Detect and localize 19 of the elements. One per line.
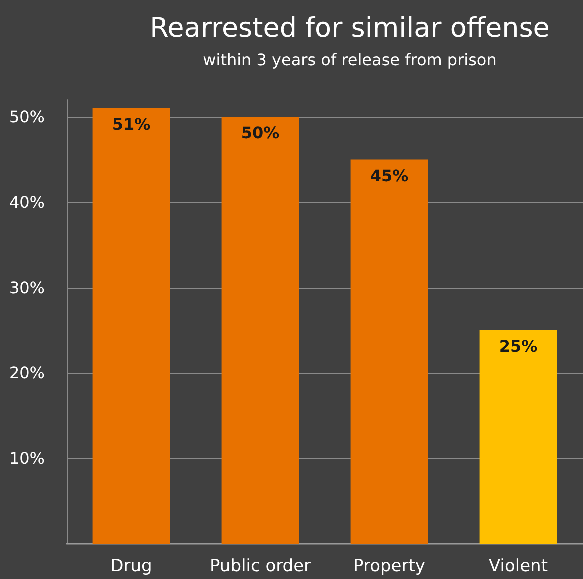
y-tick-label: 40% xyxy=(9,192,45,212)
chart-subtitle: within 3 years of release from prison xyxy=(203,50,497,70)
y-tick-label: 30% xyxy=(9,278,45,298)
y-tick-label: 20% xyxy=(9,364,45,383)
x-tick-label: Public order xyxy=(210,556,312,576)
y-tick-label: 10% xyxy=(9,449,45,468)
x-tick-label: Violent xyxy=(488,556,548,576)
data-label: 51% xyxy=(112,115,151,134)
chart-title: Rearrested for similar offense xyxy=(150,13,550,44)
data-label: 45% xyxy=(370,166,409,186)
x-tick-label: Drug xyxy=(110,556,152,576)
data-label: 25% xyxy=(499,337,538,356)
x-tick-label: Property xyxy=(354,556,426,576)
data-label: 50% xyxy=(241,124,280,143)
bar xyxy=(350,160,428,544)
bar xyxy=(92,108,170,544)
bar xyxy=(480,330,558,544)
y-tick-label: 50% xyxy=(9,108,45,127)
bar xyxy=(222,117,300,544)
